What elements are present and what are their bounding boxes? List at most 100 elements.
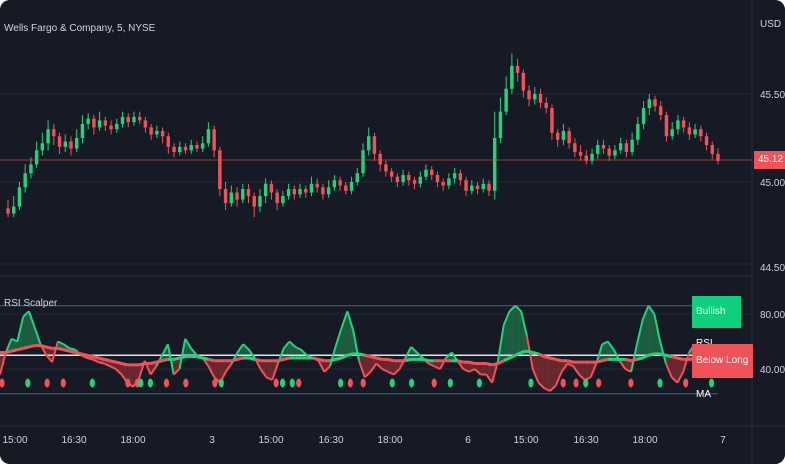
candle bbox=[407, 174, 411, 181]
rsi-long-ma-segment bbox=[28, 344, 36, 349]
candle bbox=[361, 150, 365, 174]
rsi-line-segment bbox=[485, 373, 493, 384]
candle bbox=[12, 206, 16, 214]
rsi-fill-segment bbox=[133, 364, 139, 387]
candle bbox=[515, 65, 520, 73]
rsi-long-ma-segment bbox=[630, 357, 638, 363]
rsi-line-segment bbox=[607, 340, 615, 351]
rsi-line-segment bbox=[676, 371, 685, 384]
signal-dot bbox=[138, 378, 144, 388]
signal-dot bbox=[183, 378, 189, 388]
candle bbox=[195, 145, 199, 149]
rsi-long-ma-segment bbox=[237, 356, 244, 361]
rsi-fill-segment bbox=[347, 311, 354, 356]
rsi-long-ma-segment bbox=[659, 352, 667, 357]
candle bbox=[263, 183, 268, 197]
rsi-fill-segment bbox=[335, 327, 342, 360]
candle bbox=[601, 145, 606, 149]
symbol-title[interactable]: Wells Fargo & Company, 5, NYSE bbox=[4, 23, 156, 34]
candle bbox=[115, 123, 119, 130]
rsi-line-segment bbox=[352, 330, 360, 361]
price-tick-45-50: 45.50 bbox=[760, 90, 785, 101]
candle bbox=[6, 208, 10, 214]
candle bbox=[424, 169, 428, 177]
candle bbox=[475, 185, 480, 190]
rsi-long-ma-segment bbox=[422, 357, 429, 363]
candle bbox=[298, 189, 302, 195]
time-axis[interactable]: 15:00 16:30 18:00 3 15:00 16:30 18:00 6 15:00 16:… bbox=[2, 435, 726, 446]
candle bbox=[613, 150, 617, 156]
rsi-long-ma-segment bbox=[358, 352, 366, 357]
candle bbox=[555, 132, 560, 140]
rsi-long-ma-segment bbox=[677, 356, 684, 361]
rsi-long-ma-segment bbox=[208, 357, 215, 363]
rsi-fill-segment bbox=[115, 362, 122, 375]
rsi-line-segment bbox=[364, 371, 372, 378]
candle bbox=[452, 173, 457, 179]
candle bbox=[441, 182, 445, 186]
signal-dot bbox=[528, 378, 534, 388]
rsi-long-ma-segment bbox=[364, 353, 371, 359]
rsi-line-segment bbox=[190, 347, 198, 356]
rsi-line-segment bbox=[45, 354, 53, 363]
rsi-fill-segment bbox=[532, 352, 539, 383]
time-tick-3: 3 bbox=[209, 435, 215, 446]
rsi-line-segment bbox=[271, 363, 279, 381]
rsi-line-segment bbox=[51, 341, 59, 363]
rsi-long-ma-segment bbox=[173, 356, 180, 361]
signal-dot bbox=[163, 378, 170, 388]
candle bbox=[80, 123, 85, 138]
rsi-line-segment bbox=[57, 340, 65, 346]
rsi-tick-80: 80.00 bbox=[760, 310, 785, 321]
rsi-long-ma-segment bbox=[45, 345, 53, 350]
rsi-fill-segment bbox=[677, 358, 684, 383]
rsi-line-segment bbox=[225, 362, 233, 373]
rsi-long-ma-segment bbox=[549, 356, 557, 361]
candle bbox=[286, 189, 291, 197]
rsi-long-ma-segment bbox=[248, 356, 256, 361]
candle bbox=[189, 145, 193, 151]
rsi-fill-segment bbox=[387, 359, 394, 375]
rsi-line-segment bbox=[11, 337, 18, 343]
rsi-line-segment bbox=[16, 316, 25, 342]
rsi-line-segment bbox=[578, 373, 586, 381]
rsi-line-segment bbox=[69, 347, 76, 351]
candle bbox=[206, 129, 211, 144]
candle bbox=[716, 153, 720, 161]
rsi-line-segment bbox=[33, 327, 42, 345]
rsi-fill-segment bbox=[544, 356, 551, 391]
candle bbox=[504, 88, 508, 112]
rsi-fill-segment bbox=[266, 360, 273, 380]
candle bbox=[292, 189, 297, 195]
candle bbox=[435, 174, 440, 182]
candle bbox=[172, 146, 176, 153]
rsi-long-ma-segment bbox=[17, 346, 24, 352]
rsi-line-segment bbox=[508, 305, 517, 312]
signal-dot bbox=[60, 378, 66, 388]
candle bbox=[429, 169, 434, 175]
rsi-line-segment bbox=[22, 310, 30, 318]
rsi-line-segment bbox=[149, 365, 158, 376]
candle bbox=[321, 187, 325, 195]
rsi-line-segment bbox=[340, 310, 349, 329]
rsi-long-ma-segment bbox=[526, 349, 534, 354]
indicator-title[interactable]: RSI Scalper bbox=[4, 298, 58, 309]
rsi-line-segment bbox=[474, 368, 482, 376]
rsi-line-segment bbox=[445, 351, 453, 359]
candle bbox=[241, 189, 245, 200]
rsi-line-segment bbox=[543, 387, 551, 392]
rsi-line-segment bbox=[653, 313, 662, 342]
candle bbox=[710, 145, 714, 154]
candle bbox=[470, 185, 474, 191]
candle bbox=[653, 99, 657, 107]
rsi-line-segment bbox=[670, 376, 679, 384]
candle bbox=[258, 196, 262, 207]
rsi-long-ma-segment bbox=[277, 357, 285, 363]
candle bbox=[538, 94, 543, 103]
candle bbox=[52, 129, 56, 137]
candle bbox=[607, 148, 611, 156]
candle bbox=[418, 176, 422, 184]
rsi-line-segment bbox=[630, 344, 638, 372]
rsi-long-ma-segment bbox=[457, 359, 464, 364]
